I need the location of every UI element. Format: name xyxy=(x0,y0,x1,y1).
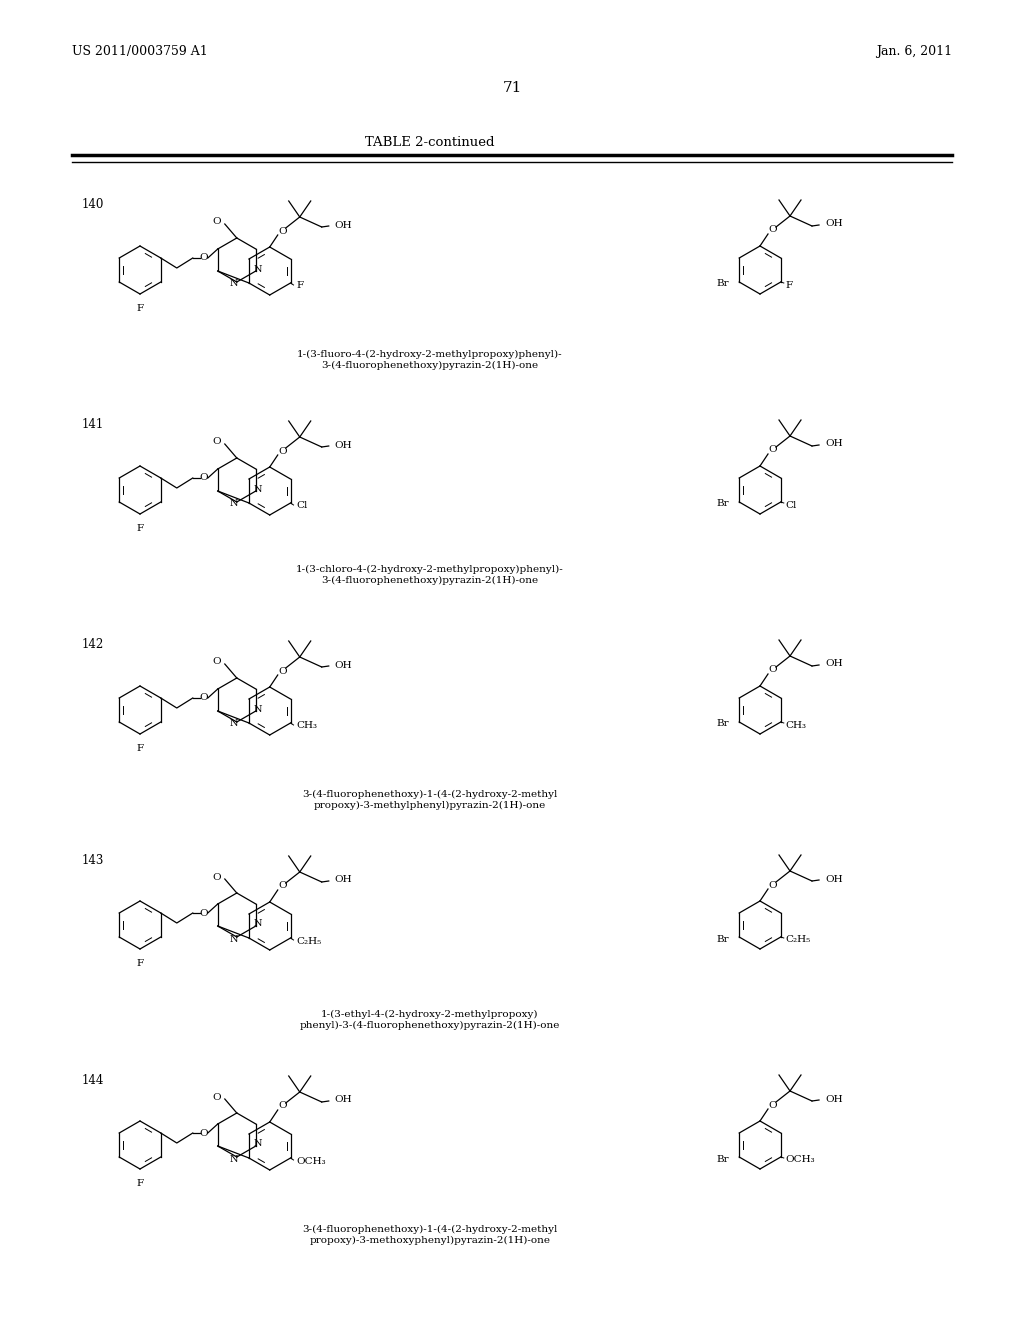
Text: N: N xyxy=(229,719,238,729)
Text: 142: 142 xyxy=(82,639,104,652)
Text: OCH₃: OCH₃ xyxy=(785,1155,815,1164)
Text: OCH₃: OCH₃ xyxy=(297,1156,326,1166)
Text: US 2011/0003759 A1: US 2011/0003759 A1 xyxy=(72,45,208,58)
Text: O: O xyxy=(279,667,287,676)
Text: OH: OH xyxy=(825,1094,843,1104)
Text: OH: OH xyxy=(335,441,352,450)
Text: OH: OH xyxy=(825,874,843,883)
Text: O: O xyxy=(279,882,287,891)
Text: F: F xyxy=(785,281,793,289)
Text: 1-(3-chloro-4-(2-hydroxy-2-methylpropoxy)phenyl)-
3-(4-fluorophenethoxy)pyrazin-: 1-(3-chloro-4-(2-hydroxy-2-methylpropoxy… xyxy=(296,565,564,585)
Text: 3-(4-fluorophenethoxy)-1-(4-(2-hydroxy-2-methyl
propoxy)-3-methoxyphenyl)pyrazin: 3-(4-fluorophenethoxy)-1-(4-(2-hydroxy-2… xyxy=(302,1225,558,1245)
Text: OH: OH xyxy=(335,660,352,669)
Text: N: N xyxy=(229,1155,238,1163)
Text: OH: OH xyxy=(825,660,843,668)
Text: N: N xyxy=(254,705,262,714)
Text: O: O xyxy=(212,1093,221,1101)
Text: 71: 71 xyxy=(503,81,521,95)
Text: 140: 140 xyxy=(82,198,104,211)
Text: O: O xyxy=(200,693,208,702)
Text: OH: OH xyxy=(335,875,352,884)
Text: F: F xyxy=(136,960,143,968)
Text: O: O xyxy=(212,657,221,667)
Text: O: O xyxy=(200,1129,208,1138)
Text: O: O xyxy=(212,873,221,882)
Text: N: N xyxy=(254,264,262,273)
Text: OH: OH xyxy=(825,440,843,449)
Text: O: O xyxy=(769,1101,777,1110)
Text: O: O xyxy=(200,253,208,263)
Text: Br: Br xyxy=(717,1155,729,1163)
Text: N: N xyxy=(229,280,238,289)
Text: CH₃: CH₃ xyxy=(785,721,807,730)
Text: Br: Br xyxy=(717,719,729,729)
Text: O: O xyxy=(769,226,777,235)
Text: C₂H₅: C₂H₅ xyxy=(785,936,811,945)
Text: F: F xyxy=(136,1179,143,1188)
Text: TABLE 2-continued: TABLE 2-continued xyxy=(366,136,495,149)
Text: F: F xyxy=(297,281,304,290)
Text: O: O xyxy=(279,227,287,235)
Text: 1-(3-fluoro-4-(2-hydroxy-2-methylpropoxy)phenyl)-
3-(4-fluorophenethoxy)pyrazin-: 1-(3-fluoro-4-(2-hydroxy-2-methylpropoxy… xyxy=(297,350,563,370)
Text: O: O xyxy=(212,437,221,446)
Text: OH: OH xyxy=(335,1096,352,1105)
Text: Br: Br xyxy=(717,935,729,944)
Text: O: O xyxy=(769,446,777,454)
Text: O: O xyxy=(769,880,777,890)
Text: Cl: Cl xyxy=(785,500,797,510)
Text: Cl: Cl xyxy=(297,502,308,511)
Text: OH: OH xyxy=(335,220,352,230)
Text: 143: 143 xyxy=(82,854,104,866)
Text: C₂H₅: C₂H₅ xyxy=(297,936,322,945)
Text: CH₃: CH₃ xyxy=(297,722,317,730)
Text: Br: Br xyxy=(717,499,729,508)
Text: O: O xyxy=(279,1101,287,1110)
Text: F: F xyxy=(136,304,143,313)
Text: N: N xyxy=(229,935,238,944)
Text: O: O xyxy=(200,474,208,483)
Text: OH: OH xyxy=(825,219,843,228)
Text: 1-(3-ethyl-4-(2-hydroxy-2-methylpropoxy)
phenyl)-3-(4-fluorophenethoxy)pyrazin-2: 1-(3-ethyl-4-(2-hydroxy-2-methylpropoxy)… xyxy=(300,1010,560,1030)
Text: N: N xyxy=(229,499,238,508)
Text: F: F xyxy=(136,744,143,752)
Text: O: O xyxy=(769,665,777,675)
Text: O: O xyxy=(200,908,208,917)
Text: Br: Br xyxy=(717,280,729,289)
Text: N: N xyxy=(254,1139,262,1148)
Text: 3-(4-fluorophenethoxy)-1-(4-(2-hydroxy-2-methyl
propoxy)-3-methylphenyl)pyrazin-: 3-(4-fluorophenethoxy)-1-(4-(2-hydroxy-2… xyxy=(302,791,558,810)
Text: N: N xyxy=(254,484,262,494)
Text: O: O xyxy=(279,446,287,455)
Text: N: N xyxy=(254,920,262,928)
Text: Jan. 6, 2011: Jan. 6, 2011 xyxy=(876,45,952,58)
Text: F: F xyxy=(136,524,143,533)
Text: O: O xyxy=(212,218,221,227)
Text: 144: 144 xyxy=(82,1073,104,1086)
Text: 141: 141 xyxy=(82,418,104,432)
